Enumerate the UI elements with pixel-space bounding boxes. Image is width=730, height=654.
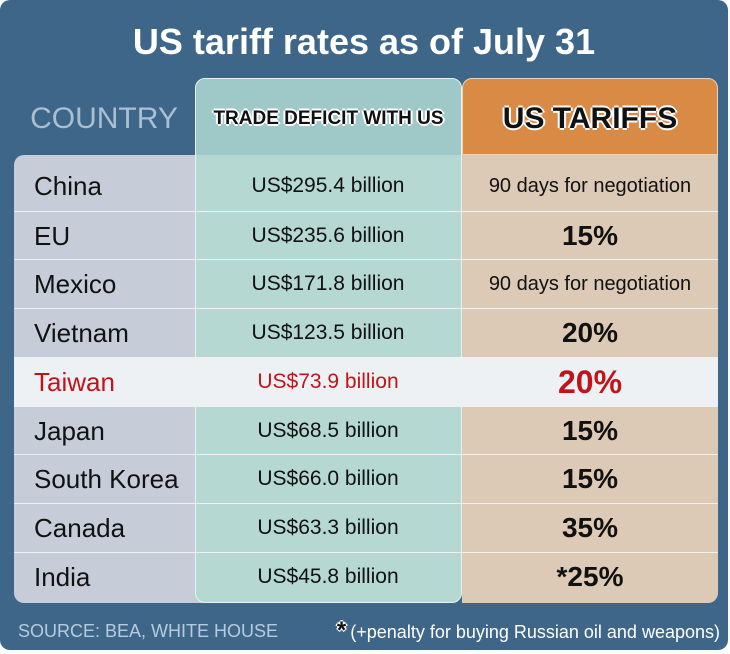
table-row: Canada US$63.3 billion 35% — [14, 502, 718, 552]
tariff-header-bg — [462, 78, 718, 155]
footnote: * (+penalty for buying Russian oil and we… — [280, 615, 720, 647]
tariff-cell: 20% — [561, 317, 619, 349]
deficit-cell: US$68.5 billion — [257, 418, 399, 442]
deficit-cell: US$63.3 billion — [257, 515, 399, 539]
country-cell: Mexico — [34, 269, 117, 300]
table-row: South Korea US$66.0 billion 15% — [14, 454, 718, 503]
deficit-cell: US$295.4 billion — [251, 174, 405, 197]
country-cell: Taiwan — [34, 366, 115, 397]
deficit-cell: US$235.6 billion — [251, 223, 405, 247]
country-cell: China — [34, 171, 102, 201]
table-row: Taiwan US$73.9 billion 20% — [14, 356, 718, 406]
tariff-cell: 35% — [561, 511, 619, 543]
country-cell: Canada — [34, 512, 126, 543]
table-row: China US$295.4 billion 90 days for negotia… — [14, 162, 718, 211]
table-row: Vietnam US$123.5 billion 20% — [14, 308, 718, 357]
country-cell: EU — [34, 220, 71, 251]
table-row: Japan US$68.5 billion 15% — [14, 405, 718, 455]
deficit-cell: US$171.8 billion — [251, 272, 405, 296]
tariff-cell: 15% — [561, 414, 619, 446]
tariff-cell: 15% — [561, 219, 619, 251]
table-row: India US$45.8 billion *25% — [14, 551, 718, 601]
deficit-cell: US$45.8 billion — [257, 564, 399, 588]
deficit-cell: US$66.0 billion — [257, 467, 399, 491]
deficit-header-bg — [196, 79, 461, 155]
chart-title: US tariff rates as of July 31 — [132, 21, 596, 62]
deficit-cell: US$123.5 billion — [251, 321, 405, 345]
country-cell: South Korea — [34, 464, 179, 495]
table-row: Mexico US$171.8 billion 90 days for negoti… — [14, 259, 718, 308]
footnote-text: (+penalty for buying Russian oil and wea… — [350, 622, 720, 642]
asterisk-icon: * — [336, 617, 347, 644]
source-note: SOURCE: BEA, WHITE HOUSE — [18, 621, 279, 641]
deficit-column-bg — [195, 78, 462, 603]
tariff-cell: 15% — [561, 463, 619, 495]
deficit-cell: US$73.9 billion — [257, 369, 399, 393]
table-row: EU US$235.6 billion 15% — [14, 210, 718, 260]
tariff-cell: 20% — [557, 363, 623, 400]
country-cell: Japan — [34, 415, 105, 446]
header-country: COUNTRY — [30, 102, 178, 135]
country-cell: India — [34, 561, 91, 592]
header-us-tariffs: US TARIFFS — [502, 102, 678, 135]
tariff-cell: *25% — [556, 560, 624, 592]
country-cell: Vietnam — [34, 318, 129, 349]
tariff-cell: 90 days for negotiation — [488, 273, 692, 296]
tariff-cell: 90 days for negotiation — [488, 175, 692, 197]
header-trade-deficit: TRADE DEFICIT WITH US — [213, 108, 444, 129]
